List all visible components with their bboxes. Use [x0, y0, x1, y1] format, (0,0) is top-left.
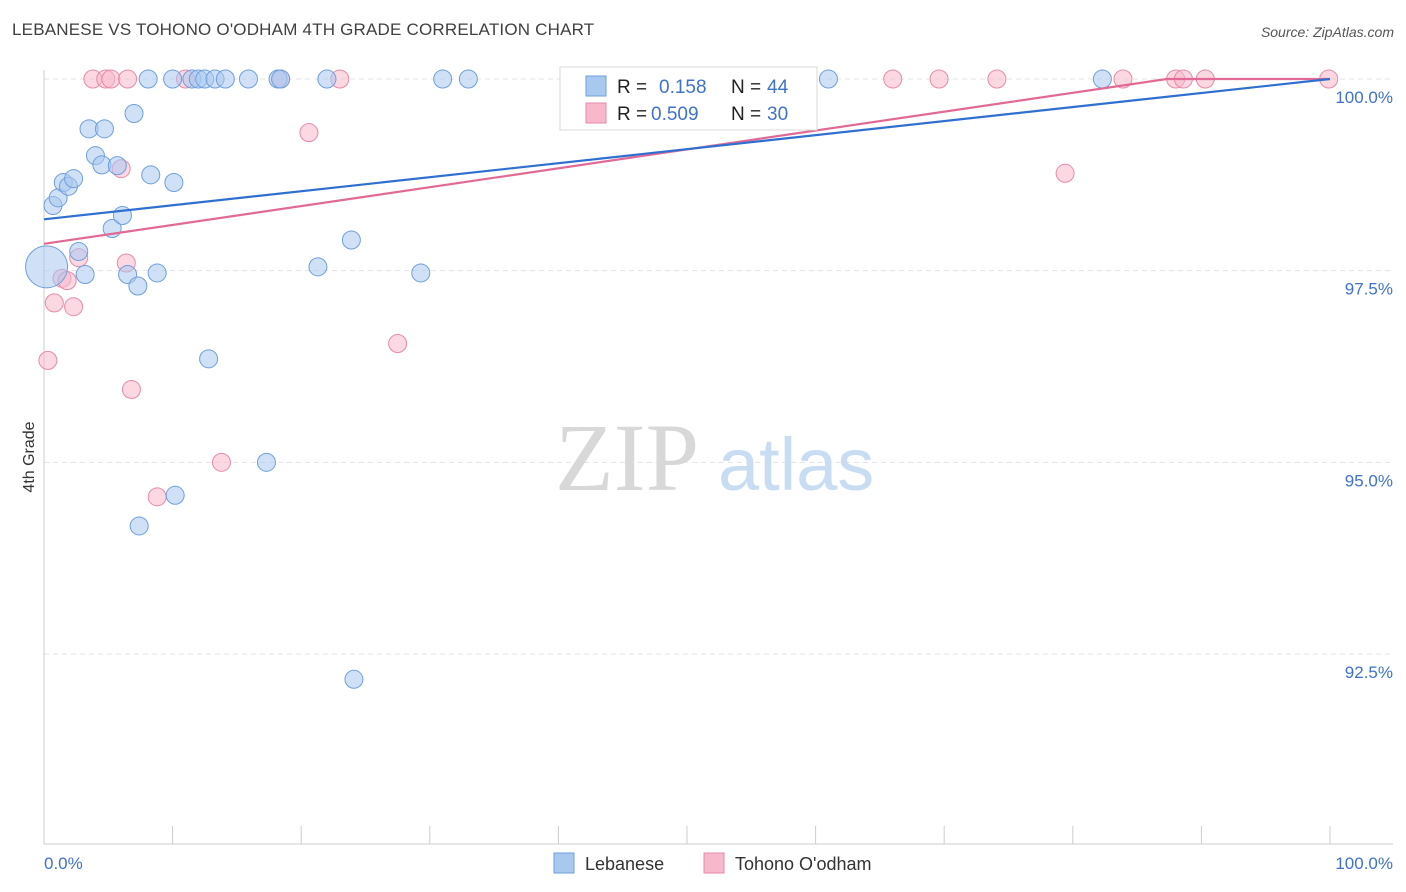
data-point: [44, 293, 64, 313]
data-point: [411, 263, 431, 283]
trend-line-lebanese: [43, 77, 1331, 221]
data-point: [388, 334, 408, 353]
y-tick-label: 92.5%: [1345, 663, 1393, 682]
data-point: [121, 380, 141, 399]
data-point: [147, 487, 167, 507]
x-axis-ticks: [43, 826, 1331, 844]
data-point: [147, 263, 167, 283]
data-point: [64, 297, 84, 317]
data-point: [163, 69, 183, 89]
data-point: [128, 276, 148, 296]
source-label: Source: ZipAtlas.com: [1260, 24, 1394, 40]
legend-r-value-1: 0.158: [659, 77, 707, 98]
data-point: [238, 69, 258, 89]
data-point: [101, 69, 121, 89]
gridlines: [44, 78, 1393, 655]
x-tick-label-max: 100.0%: [1335, 854, 1393, 873]
legend-bottom: Lebanese Tohono O'odham: [553, 852, 872, 874]
data-point: [94, 119, 114, 139]
y-axis-label: 4th Grade: [21, 421, 38, 492]
data-point: [256, 452, 276, 472]
data-point: [38, 350, 58, 370]
legend-bottom-swatch-lebanese: [553, 852, 575, 874]
data-point: [344, 669, 364, 689]
legend-n-value-2: 30: [767, 104, 788, 125]
data-point: [141, 165, 161, 185]
data-point: [107, 156, 127, 176]
data-point: [165, 485, 185, 505]
data-point: [138, 69, 158, 89]
data-point: [341, 230, 361, 250]
data-point: [199, 349, 219, 369]
legend-r-label-1: R =: [617, 77, 647, 98]
data-point: [883, 69, 903, 89]
data-point: [317, 69, 337, 89]
series-lebanese: [25, 69, 1112, 689]
trend-lines: [43, 77, 1331, 245]
legend-n-label-2: N =: [731, 104, 761, 125]
data-point: [25, 245, 69, 289]
data-point: [271, 69, 291, 89]
data-point: [818, 69, 838, 89]
legend-swatch-lebanese: [585, 75, 607, 97]
legend-n-value-1: 44: [767, 77, 789, 98]
data-point: [129, 516, 149, 536]
data-point: [124, 104, 144, 123]
data-point: [215, 69, 235, 89]
data-point: [75, 265, 95, 284]
data-point: [987, 69, 1007, 89]
data-point: [308, 257, 328, 277]
trend-line-tohono: [43, 77, 1330, 245]
y-tick-label: 95.0%: [1345, 471, 1393, 490]
data-point: [118, 69, 138, 89]
data-point: [211, 452, 231, 472]
legend-top: R = 0.158 N = 44 R = 0.509 N = 30: [559, 66, 818, 131]
watermark-zip: ZIP: [555, 404, 699, 511]
x-tick-label-min: 0.0%: [44, 854, 83, 873]
data-point: [1113, 69, 1133, 89]
data-point: [433, 69, 453, 89]
legend-r-value-2: 0.509: [651, 104, 699, 125]
legend-r-label-2: R =: [617, 104, 647, 125]
data-point: [1092, 69, 1112, 89]
legend-bottom-label-lebanese: Lebanese: [585, 854, 664, 874]
data-point: [929, 69, 949, 89]
legend-swatch-tohono: [585, 102, 607, 124]
y-tick-label: 100.0%: [1335, 88, 1393, 107]
data-point: [458, 69, 478, 89]
watermark: ZIP atlas: [555, 404, 874, 511]
y-tick-label: 97.5%: [1345, 280, 1393, 299]
data-point: [299, 123, 319, 143]
data-point: [1055, 163, 1075, 183]
legend-bottom-label-tohono: Tohono O'odham: [735, 854, 872, 874]
legend-bottom-swatch-tohono: [703, 852, 725, 874]
chart-title: LEBANESE VS TOHONO O'ODHAM 4TH GRADE COR…: [12, 20, 595, 39]
legend-n-label-1: N =: [731, 77, 761, 98]
data-point: [69, 242, 89, 261]
data-point: [164, 173, 184, 192]
data-point: [64, 169, 84, 189]
y-tick-labels: 100.0% 97.5% 95.0% 92.5%: [1335, 88, 1393, 682]
watermark-atlas: atlas: [718, 423, 874, 506]
